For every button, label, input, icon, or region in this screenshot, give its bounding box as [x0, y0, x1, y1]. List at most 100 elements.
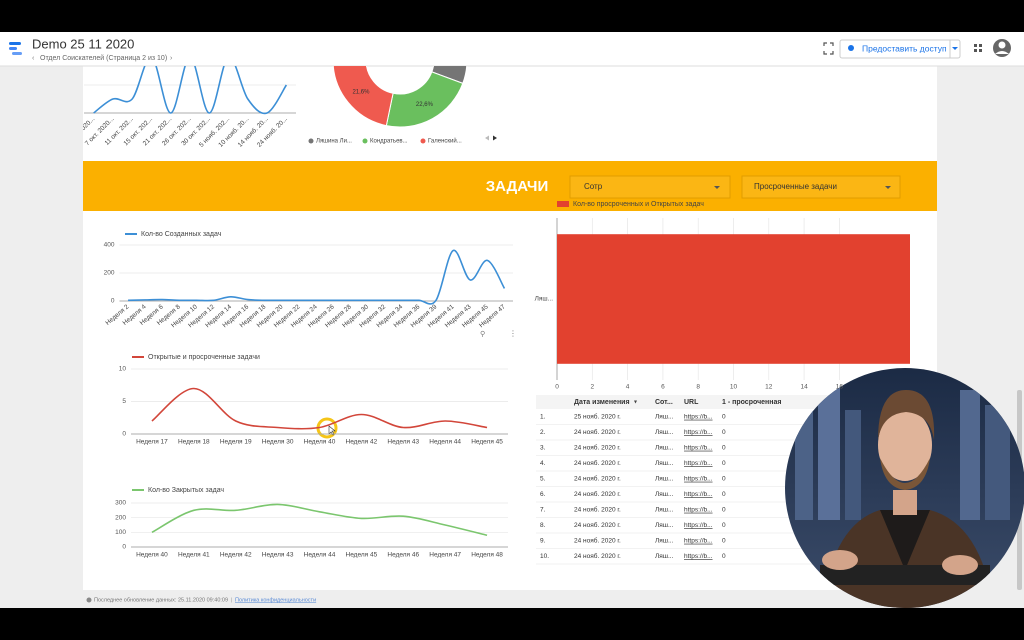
x-tick-label: 2 [590, 384, 594, 391]
filter-caret [714, 186, 720, 189]
chart-menu-icon[interactable]: ⚲ [480, 331, 485, 338]
page-prev[interactable]: ‹ [32, 55, 35, 62]
share-icon [848, 45, 854, 51]
legend-label[interactable]: Кондратьев... [370, 139, 408, 145]
chart-more-icon[interactable]: ⋮ [509, 329, 517, 338]
table-cell: Ляш... [655, 476, 674, 483]
column-header[interactable]: 1 - просроченная [722, 399, 781, 406]
pie-slice [332, 66, 394, 127]
x-tick-label: Неделя 43 [387, 439, 419, 446]
share-caret[interactable] [952, 47, 958, 50]
column-header[interactable]: URL [684, 399, 699, 406]
share-button[interactable] [839, 39, 961, 59]
footer-separator: | [231, 597, 232, 603]
table-cell: Ляш... [655, 522, 674, 529]
x-tick-label: Неделя 45 [346, 552, 378, 559]
row-number: 4. [540, 460, 546, 467]
line-series [128, 249, 506, 305]
sort-icon[interactable]: ▾ [634, 400, 637, 406]
legend-label[interactable]: Кол-во просроченных и Открытых задач [573, 201, 704, 208]
x-tick-label: Неделя 40 [136, 552, 168, 559]
table-cell: 0 [722, 445, 726, 452]
row-number: 3. [540, 445, 546, 452]
legend-swatch [362, 138, 368, 144]
table-cell: 25 нояб. 2020 г. [574, 413, 621, 421]
report-title[interactable]: Demo 25 11 2020 [32, 36, 134, 51]
y-tick-label: 300 [115, 500, 126, 507]
legend-swatch [557, 201, 569, 207]
x-tick-label: Неделя 42 [220, 552, 252, 559]
apps-icon[interactable] [974, 44, 982, 52]
table-cell: 24 нояб. 2020 г. [574, 490, 621, 498]
section-title: ЗАДАЧИ [486, 178, 548, 195]
column-header[interactable]: Дата изменения [574, 399, 630, 406]
table-cell: 0 [722, 460, 726, 467]
row-number: 2. [540, 429, 546, 436]
x-tick-label: Неделя 45 [471, 439, 503, 446]
x-tick-label: 0 [555, 384, 559, 391]
x-tick-label: Неделя 44 [429, 439, 461, 446]
x-tick-label: Неделя 48 [471, 552, 503, 559]
privacy-link[interactable]: Политика конфиденциальности [235, 597, 316, 603]
table-cell[interactable]: https://b... [684, 460, 713, 467]
logo[interactable] [9, 42, 22, 55]
legend-swatch [420, 138, 426, 144]
table-cell: 0 [722, 476, 726, 483]
page-next[interactable]: › [170, 55, 173, 62]
legend-label[interactable]: Ляшина Ли... [316, 139, 352, 145]
row-number: 8. [540, 522, 546, 529]
table-cell[interactable]: https://b... [684, 538, 713, 545]
info-icon [86, 597, 92, 603]
x-tick-label: 4 [626, 384, 630, 391]
x-tick-label: Неделя 46 [387, 552, 419, 559]
table-cell: Ляш... [655, 414, 674, 421]
legend-label[interactable]: Открытые и просроченные задачи [148, 354, 260, 361]
legend-next[interactable] [493, 135, 497, 141]
legend-prev[interactable] [485, 135, 489, 141]
table-cell: Ляш... [655, 538, 674, 545]
legend-label[interactable]: Кол-во Закрытых задач [148, 487, 224, 494]
legend-label[interactable]: Галенский... [428, 138, 462, 145]
x-tick-label: Неделя 43 [262, 552, 294, 559]
table-header-bg [536, 395, 876, 409]
table-cell[interactable]: https://b... [684, 507, 713, 514]
table-cell[interactable]: https://b... [684, 429, 713, 436]
x-tick-label: Неделя 30 [262, 439, 294, 446]
avatar-body [995, 51, 1009, 54]
x-tick-label: Неделя 44 [304, 552, 336, 559]
x-tick-label: Неделя 42 [346, 439, 378, 446]
y-tick-label: 10 [119, 366, 127, 373]
table-cell: 24 нояб. 2020 г. [574, 521, 621, 529]
table-cell[interactable]: https://b... [684, 476, 713, 483]
table-cell: 0 [722, 507, 726, 514]
table-cell: 0 [722, 522, 726, 529]
table-cell[interactable]: https://b... [684, 553, 713, 560]
row-number: 9. [540, 538, 546, 545]
table-cell[interactable]: https://b... [684, 491, 713, 498]
legend-label[interactable]: Кол-во Созданных задач [141, 231, 222, 238]
filter-employee[interactable] [569, 175, 731, 199]
webcam-overlay [785, 368, 1024, 608]
x-tick-label: 14 [800, 384, 808, 391]
table-cell: Ляш... [655, 553, 674, 560]
table-cell: 0 [722, 553, 726, 560]
x-tick-label: Неделя 17 [136, 439, 168, 446]
y-tick-label: 200 [115, 514, 126, 521]
line-series [151, 503, 488, 537]
table-cell: Ляш... [655, 460, 674, 467]
table-cell: Ляш... [655, 429, 674, 436]
filter-overdue[interactable] [741, 175, 901, 199]
x-tick-label: Неделя 41 [178, 552, 210, 559]
table-cell[interactable]: https://b... [684, 414, 713, 421]
table-cell: 24 нояб. 2020 г. [574, 506, 621, 514]
fullscreen-icon[interactable] [823, 42, 834, 55]
table-cell[interactable]: https://b... [684, 445, 713, 452]
y-tick-label: 0 [111, 298, 115, 305]
column-header[interactable]: Сот... [655, 399, 673, 406]
line-series [93, 66, 288, 115]
row-number: 1. [540, 414, 546, 421]
data-table: Дата изменения Сот... URL 1 - просроченная 1… [536, 399, 876, 565]
row-number: 6. [540, 491, 546, 498]
table-cell[interactable]: https://b... [684, 522, 713, 529]
y-tick-label: Ляш... [535, 296, 554, 303]
